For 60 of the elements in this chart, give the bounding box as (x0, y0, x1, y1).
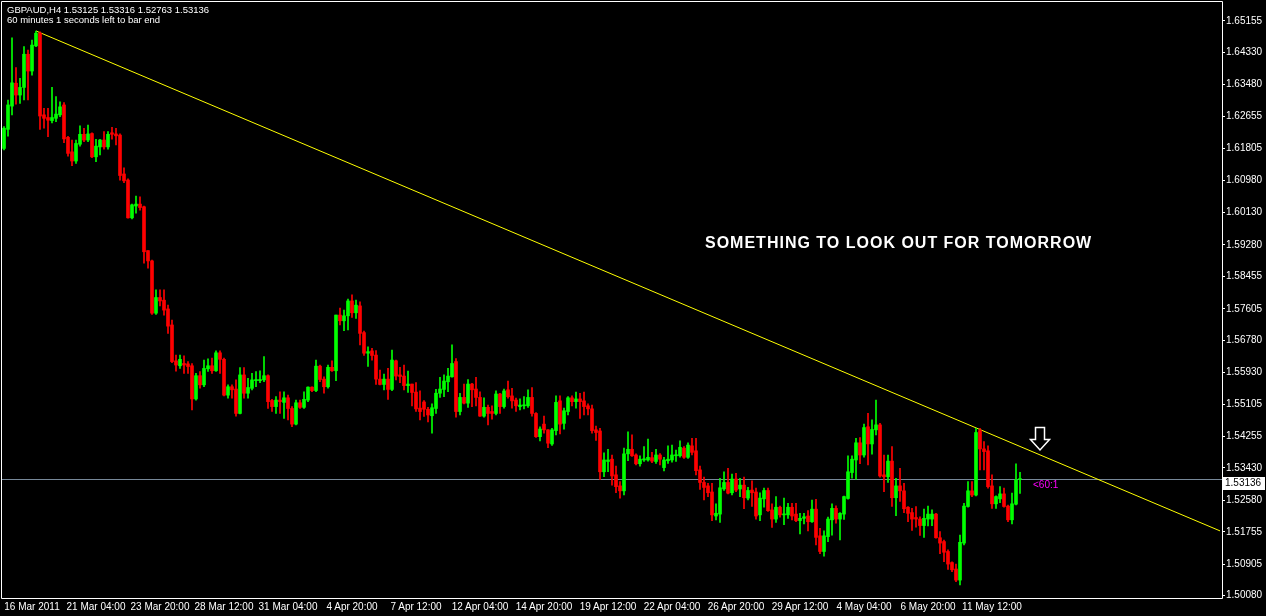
x-tick-label: 23 Mar 20:00 (130, 600, 190, 612)
x-tick-label: 28 Mar 12:00 (194, 600, 254, 612)
y-tick-label: 1.55105 (1226, 397, 1263, 409)
x-tick-label: 31 Mar 04:00 (258, 600, 318, 612)
y-tick-label: 1.63480 (1226, 78, 1263, 90)
candlestick (406, 370, 410, 393)
x-tick-label: 6 May 20:00 (900, 600, 956, 612)
candlestick (366, 346, 370, 367)
candlestick (578, 392, 582, 419)
x-tick-label: 7 Apr 12:00 (390, 600, 443, 612)
y-tick-label: 1.60980 (1226, 173, 1263, 185)
x-tick-label: 14 Apr 20:00 (515, 600, 573, 612)
candlestick (254, 371, 258, 388)
candlestick (574, 391, 578, 409)
x-tick-label: 12 Apr 04:00 (451, 600, 509, 612)
candlestick (182, 355, 186, 374)
candlestick (278, 391, 282, 414)
candlestick (646, 438, 650, 462)
y-tick-label: 1.50080 (1226, 589, 1263, 601)
candlestick (642, 446, 646, 462)
ref-line-label: 1.53136 (1225, 477, 1262, 489)
x-tick-label: 26 Apr 20:00 (707, 600, 765, 612)
candlestick (46, 108, 50, 137)
x-tick-label: 29 Apr 12:00 (771, 600, 829, 612)
y-tick-label: 1.53430 (1226, 461, 1263, 473)
y-tick-label: 1.61805 (1226, 142, 1263, 154)
candlestick (50, 87, 54, 124)
y-tick-label: 1.57605 (1226, 302, 1263, 314)
y-tick-label: 1.58455 (1226, 270, 1263, 282)
candlestick (262, 356, 266, 383)
annotation: <60:1 (1033, 478, 1059, 490)
y-tick-label: 1.55930 (1226, 366, 1263, 378)
y-tick-label: 1.52580 (1226, 494, 1263, 506)
annotation: SOMETHING TO LOOK OUT FOR TOMORROW (705, 234, 1093, 251)
y-tick-label: 1.56780 (1226, 333, 1263, 345)
candlestick (738, 477, 742, 497)
candlestick (798, 513, 802, 535)
y-tick-label: 1.62655 (1226, 109, 1263, 121)
text: 60 minutes 1 seconds left to bar end (7, 14, 161, 25)
candlestick (490, 405, 494, 420)
y-tick-label: 1.51755 (1226, 525, 1263, 537)
x-tick-label: 16 Mar 2011 (4, 600, 61, 612)
x-tick-label: 19 Apr 12:00 (579, 600, 637, 612)
y-tick-label: 1.64330 (1226, 46, 1263, 58)
x-tick-label: 4 May 04:00 (836, 600, 892, 612)
candlestick (518, 398, 522, 411)
candlestick (606, 448, 610, 473)
y-tick-label: 1.59280 (1226, 238, 1263, 250)
y-tick-label: 1.65155 (1226, 14, 1263, 26)
x-tick-label: 21 Mar 04:00 (66, 600, 126, 612)
y-tick-label: 1.54255 (1226, 430, 1263, 442)
y-tick-label: 1.60130 (1226, 206, 1263, 218)
y-tick-label: 1.50905 (1226, 558, 1263, 569)
candlestick (674, 449, 678, 462)
x-tick-label: 11 May 12:00 (962, 600, 1023, 612)
candlestick (282, 391, 286, 419)
chart-title: GBPAUD,H4 1.53125 1.53316 1.52763 1.53136 (7, 4, 210, 15)
x-tick-label: 22 Apr 04:00 (643, 600, 701, 612)
candlestick (522, 396, 526, 410)
x-tick-label: 4 Apr 20:00 (326, 600, 379, 612)
